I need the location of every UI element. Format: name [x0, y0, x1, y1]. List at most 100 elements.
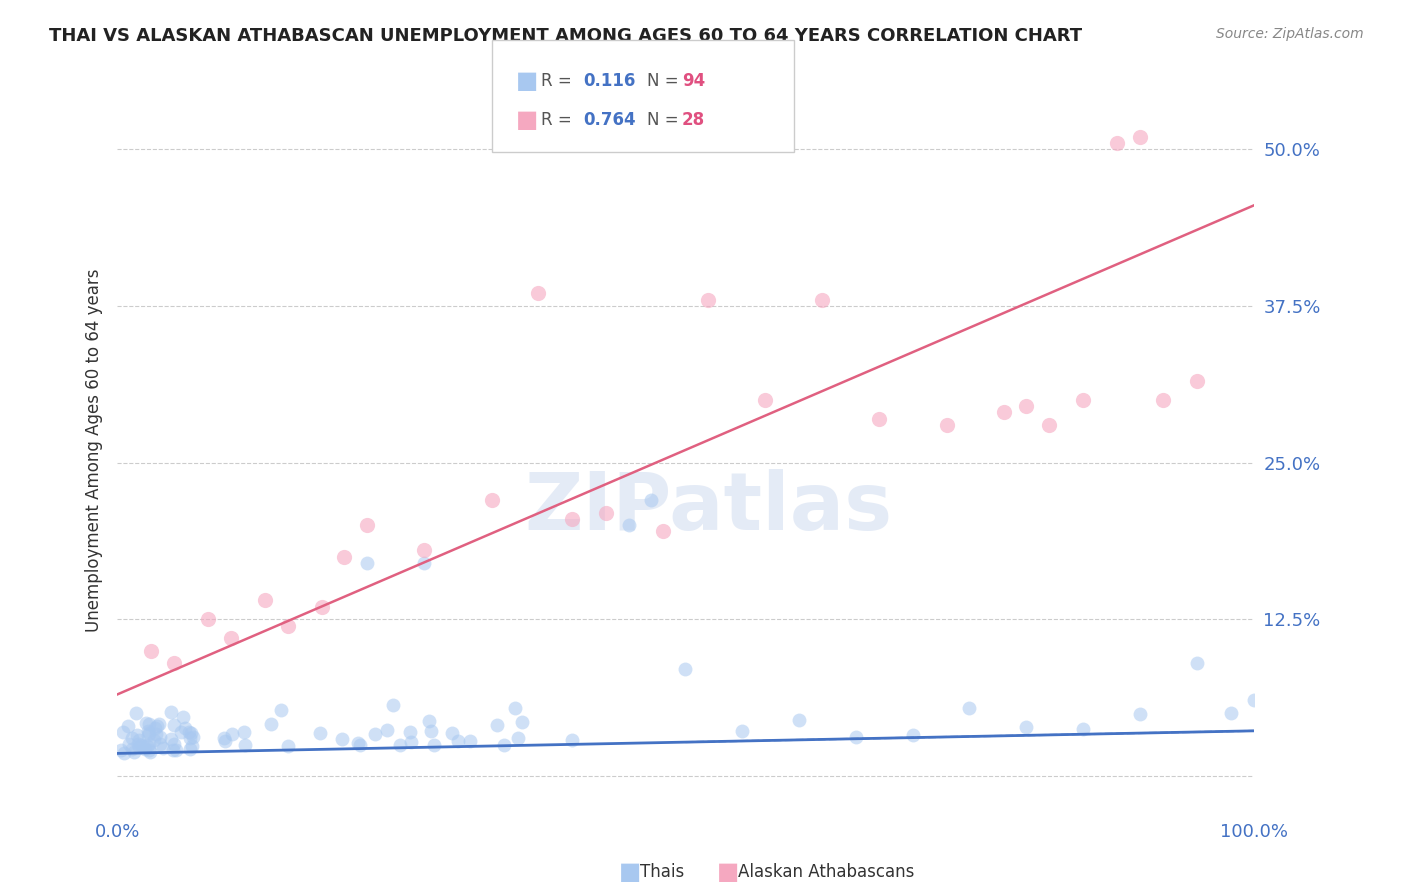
Point [149, 737, 172, 751]
Point [138, 742, 160, 756]
Point [127, 737, 149, 751]
Point [162, 743, 184, 757]
Point [503, 701, 526, 715]
Text: 0.116: 0.116 [583, 72, 636, 90]
Point [179, 731, 201, 746]
Point [311, 599, 333, 614]
Point [181, 730, 204, 744]
Point [117, 737, 139, 751]
Point [145, 727, 167, 741]
Point [356, 518, 378, 533]
Point [146, 719, 169, 733]
Point [219, 631, 242, 645]
Text: 0.764: 0.764 [583, 112, 636, 129]
Text: 94: 94 [682, 72, 706, 90]
Point [172, 710, 194, 724]
Point [481, 493, 503, 508]
Point [111, 724, 134, 739]
Point [1129, 129, 1152, 144]
Point [129, 738, 152, 752]
Point [180, 726, 202, 740]
Point [510, 714, 533, 729]
Point [181, 739, 204, 753]
Point [128, 733, 150, 747]
Point [418, 714, 440, 728]
Point [673, 662, 696, 676]
Point [640, 493, 662, 508]
Point [1185, 656, 1208, 670]
Point [117, 719, 139, 733]
Point [110, 743, 132, 757]
Text: N =: N = [647, 112, 683, 129]
Point [197, 612, 219, 626]
Y-axis label: Unemployment Among Ages 60 to 64 years: Unemployment Among Ages 60 to 64 years [86, 268, 103, 632]
Point [423, 738, 446, 752]
Point [125, 706, 148, 721]
Point [787, 713, 810, 727]
Point [617, 518, 640, 533]
Point [651, 524, 673, 539]
Point [138, 737, 160, 751]
Point [135, 716, 157, 731]
Point [1071, 392, 1094, 407]
Point [1129, 706, 1152, 721]
Point [526, 286, 548, 301]
Point [179, 741, 201, 756]
Point [277, 739, 299, 753]
Point [163, 656, 186, 670]
Point [901, 728, 924, 742]
Point [1015, 720, 1038, 734]
Text: ZIPatlas: ZIPatlas [524, 469, 893, 547]
Point [754, 392, 776, 407]
Point [959, 700, 981, 714]
Point [270, 703, 292, 717]
Point [697, 293, 720, 307]
Point [141, 643, 163, 657]
Point [125, 728, 148, 742]
Point [121, 731, 143, 745]
Point [149, 730, 172, 744]
Point [356, 556, 378, 570]
Text: N =: N = [647, 72, 683, 90]
Text: Alaskan Athabascans: Alaskan Athabascans [738, 863, 914, 881]
Point [165, 743, 187, 757]
Point [128, 740, 150, 755]
Point [333, 549, 356, 564]
Point [277, 618, 299, 632]
Point [375, 723, 398, 738]
Point [122, 745, 145, 759]
Text: Thais: Thais [640, 863, 683, 881]
Text: R =: R = [541, 112, 578, 129]
Point [163, 718, 186, 732]
Point [160, 732, 183, 747]
Point [935, 417, 957, 432]
Point [810, 293, 832, 307]
Point [253, 593, 276, 607]
Text: R =: R = [541, 72, 578, 90]
Point [143, 721, 166, 735]
Point [595, 506, 617, 520]
Point [1243, 693, 1265, 707]
Point [399, 734, 422, 748]
Point [413, 556, 436, 570]
Point [420, 723, 443, 738]
Text: ■: ■ [717, 861, 740, 884]
Point [381, 698, 404, 712]
Point [1219, 706, 1241, 721]
Point [993, 405, 1015, 419]
Point [330, 732, 353, 747]
Point [389, 739, 412, 753]
Point [309, 725, 332, 739]
Point [221, 726, 243, 740]
Point [447, 734, 470, 748]
Point [179, 724, 201, 739]
Point [160, 705, 183, 719]
Point [349, 738, 371, 752]
Point [134, 742, 156, 756]
Point [143, 732, 166, 747]
Point [138, 726, 160, 740]
Point [731, 723, 754, 738]
Text: ■: ■ [619, 861, 641, 884]
Point [868, 411, 890, 425]
Point [413, 543, 436, 558]
